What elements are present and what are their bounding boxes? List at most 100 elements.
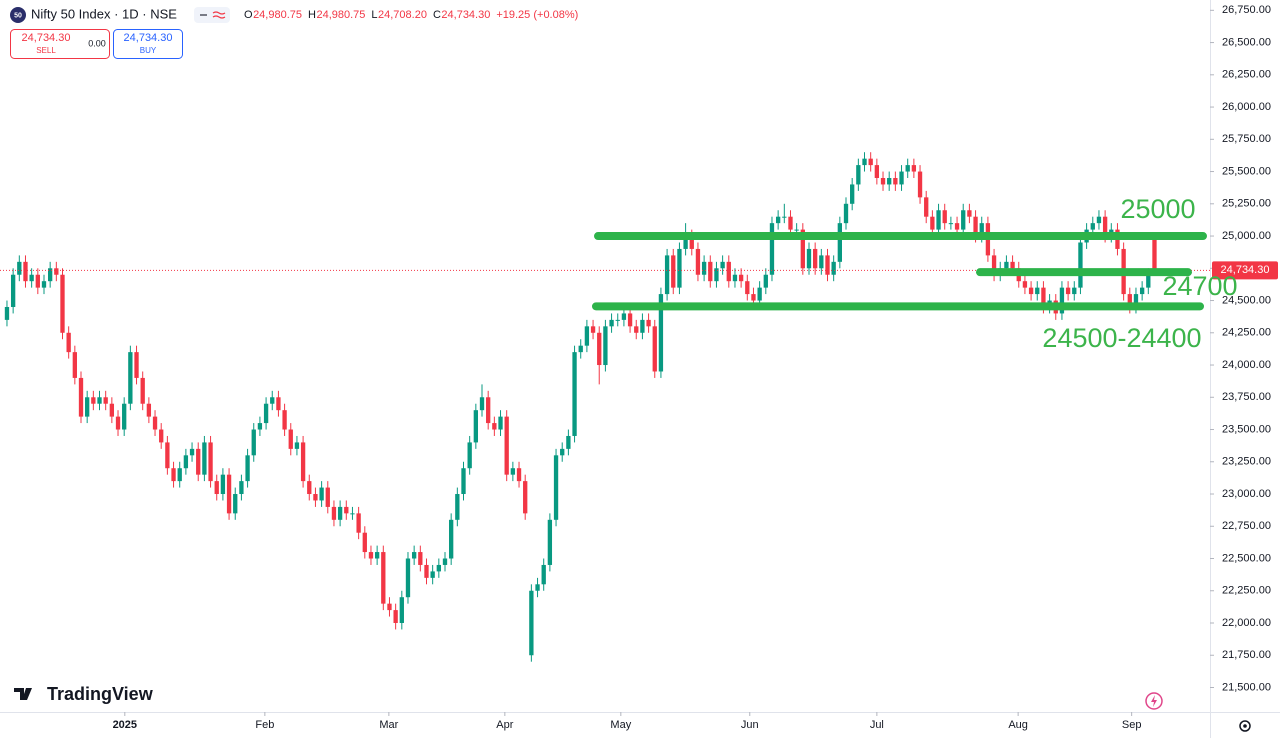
candle-body <box>387 603 392 611</box>
sell-button[interactable] <box>10 29 110 59</box>
ohlc-value: 24,734.30 <box>441 9 490 21</box>
candle-body <box>1059 287 1065 314</box>
candle-body <box>504 416 509 475</box>
candle-body <box>658 294 664 372</box>
candle-body <box>1004 261 1009 269</box>
candle-body <box>887 178 892 185</box>
candle-body <box>825 255 830 275</box>
candle-body <box>411 552 417 559</box>
buy-button[interactable] <box>113 29 183 59</box>
candle-body <box>455 494 460 520</box>
candle-body <box>578 345 583 353</box>
brand-logo <box>14 688 32 700</box>
overlay: 50 Nifty 50 Index · 1D · NSE O 24,980.75 H… <box>10 6 1251 732</box>
candle-body <box>1010 261 1015 269</box>
symbol-title: Nifty 50 Index · 1D · NSE <box>31 6 177 21</box>
candle-body <box>159 429 164 443</box>
candle-body <box>1065 287 1071 295</box>
y-tick-label: 24,250.00 <box>1222 327 1271 339</box>
candle-body <box>270 397 275 404</box>
candle-body <box>652 326 657 372</box>
lightning-icon <box>1151 695 1157 707</box>
candle-body <box>430 571 435 578</box>
candle-body <box>1041 287 1046 307</box>
candle-body <box>405 558 411 598</box>
candle-body <box>800 229 805 269</box>
candle-body <box>924 197 929 217</box>
candle-body <box>732 274 738 282</box>
candle-body <box>695 248 701 275</box>
y-tick-label: 22,750.00 <box>1222 520 1271 532</box>
candle-body <box>751 294 756 301</box>
candle-body <box>1096 216 1102 224</box>
last-price-tag <box>1212 261 1278 280</box>
candle-body <box>954 223 960 230</box>
candle-body <box>850 184 855 204</box>
candle-body <box>572 352 577 436</box>
settings-icon <box>1243 724 1247 728</box>
candle-body <box>35 274 40 288</box>
candle-body <box>547 519 553 565</box>
x-tick-label: Mar <box>379 719 398 731</box>
candle-body <box>701 261 707 275</box>
candle-body <box>313 494 318 501</box>
indicator-toggle[interactable] <box>194 7 230 23</box>
candle-body <box>967 210 972 217</box>
candle-body <box>233 494 238 514</box>
candle-body <box>566 435 571 449</box>
x-tick-label: Jun <box>741 719 759 731</box>
level-label: 24700 <box>1162 271 1237 301</box>
candle-body <box>1090 223 1095 230</box>
candle-body <box>356 513 361 533</box>
candle-body <box>449 519 454 559</box>
candle-body <box>1028 287 1034 295</box>
level-label: 25000 <box>1120 194 1195 224</box>
candle-body <box>29 274 34 282</box>
last-price-label: 24,734.30 <box>1221 264 1270 276</box>
candle-body <box>609 319 614 327</box>
candle-body <box>374 552 380 559</box>
lightning-button[interactable] <box>1145 692 1163 710</box>
candle-body <box>936 210 941 230</box>
candle-body <box>911 165 917 172</box>
candle-body <box>202 442 207 475</box>
candle-body <box>165 442 170 469</box>
ohlc-key: L <box>371 9 377 21</box>
sell-label: SELL <box>36 46 56 55</box>
y-tick-label: 24,000.00 <box>1222 359 1271 371</box>
y-tick-label: 26,750.00 <box>1222 4 1271 16</box>
candle-body <box>177 468 182 482</box>
candle-body <box>1102 216 1108 237</box>
candle-body <box>880 178 886 185</box>
candle-body <box>282 410 287 430</box>
y-tick-label: 26,250.00 <box>1222 69 1271 81</box>
candle-body <box>973 216 978 237</box>
settings-button[interactable] <box>1239 720 1251 732</box>
spread: 0.00 <box>88 38 106 48</box>
y-tick-label: 25,000.00 <box>1222 230 1271 242</box>
buy-price: 24,734.30 <box>124 32 173 44</box>
candle-body <box>436 564 441 572</box>
candle-body <box>788 216 793 230</box>
candle-body <box>109 403 115 417</box>
candle-body <box>535 584 540 591</box>
candle-body <box>948 223 954 225</box>
candle-body <box>60 274 65 333</box>
ohlc-key: H <box>308 9 316 21</box>
candle-body <box>757 287 762 301</box>
candle-body <box>634 326 639 333</box>
y-tick-label: 22,500.00 <box>1222 552 1271 564</box>
candle-body <box>1127 294 1132 307</box>
y-tick-label: 23,000.00 <box>1222 488 1271 500</box>
candle-body <box>498 416 503 430</box>
candle-body <box>745 281 750 295</box>
y-tick-label: 21,750.00 <box>1222 649 1271 661</box>
candle-body <box>300 442 306 482</box>
candle-body <box>214 481 219 495</box>
candle-body <box>646 319 651 327</box>
y-tick-label: 21,500.00 <box>1222 681 1271 693</box>
candle-body <box>942 210 947 224</box>
candle-body <box>152 416 158 430</box>
